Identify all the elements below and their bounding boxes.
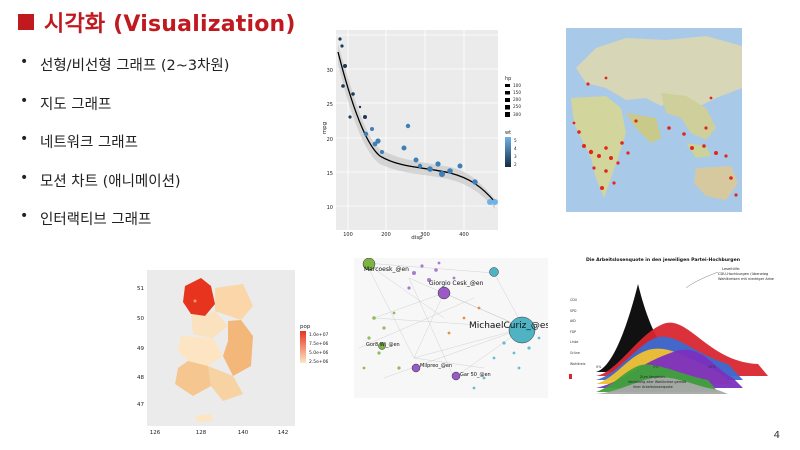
korea-legend-svg: pop 1.0e+07 7.5e+06 5.0e+06 2.5e+06 (300, 324, 329, 365)
ridgeline-x-tick: 5% (653, 365, 659, 369)
bullet-text: 모션 차트 (애니메이션) (40, 173, 181, 190)
network-node-label: Giorgio Cesk_@en (429, 280, 484, 287)
legend-hp-item: 250 (513, 104, 521, 109)
bullet-list: • 선형/비선형 그래프 (2~3차원) • 지도 그래프 • 네트워크 그래프 • 모… (20, 54, 229, 247)
korea-y-tick: 50 (137, 316, 144, 322)
korea-legend-item: 2.5e+06 (309, 359, 329, 365)
slide-title: 시각화 (Visualization) (44, 12, 296, 37)
scatter-x-tick: 400 (459, 232, 469, 238)
bullet-text: 선형/비선형 그래프 (2~3차원) (40, 58, 230, 74)
ridgeline-marker (569, 374, 572, 379)
korea-x-tick: 142 (278, 430, 289, 436)
page-number: 4 (773, 430, 780, 441)
ridgeline-row-label: SPD (570, 309, 577, 313)
korea-y-tick: 51 (137, 286, 144, 292)
ridgeline-annotation-line: Zum Vergleich: (640, 375, 666, 379)
korea-map-svg: 51 50 49 48 47 126 128 140 142 (133, 266, 295, 438)
scatter-y-label: mpg (322, 122, 328, 134)
scatter-x-tick: 200 (381, 232, 391, 238)
network-node-label: Milpreo_@en (420, 363, 452, 369)
ridgeline-row-label: AfD (570, 319, 576, 323)
legend-wt-item: 2 (514, 162, 517, 167)
bullet-dot-icon: • (20, 54, 29, 70)
scatter-plot-image: 10 15 20 25 30 100 200 300 400 disp mpg … (320, 24, 530, 240)
korea-x-tick: 128 (196, 430, 207, 436)
korea-y-tick: 47 (137, 402, 144, 408)
ridgeline-annotation-line: Leseihilfe: (722, 267, 740, 271)
bullet-dot-icon: • (20, 208, 29, 224)
network-node-label: MichaelCuriz_@es (469, 321, 548, 331)
korea-legend-item: 1.0e+07 (309, 332, 329, 338)
bullet-text: 네트워크 그래프 (40, 135, 138, 151)
ridgeline-row-label: Grüne (570, 351, 580, 355)
scatter-x-tick: 100 (343, 232, 353, 238)
bullet-dot-icon: • (20, 92, 29, 109)
korea-x-tick: 140 (238, 430, 249, 436)
legend-hp-item: 300 (513, 112, 521, 117)
korea-y-tick: 48 (137, 375, 144, 381)
ridgeline-chart-svg: Die Arbeitslosenquote in den jeweiligen … (568, 254, 776, 394)
ridgeline-annotation-line: ihrer Arbeitslosenquote (633, 385, 673, 389)
title-square-icon (18, 14, 34, 30)
ridgeline-chart-image: Die Arbeitslosenquote in den jeweiligen … (568, 254, 776, 394)
legend-wt-colorbar (505, 137, 511, 167)
legend-hp-title: hp (505, 76, 511, 82)
legend-hp-item: 100 (513, 83, 521, 88)
ridgeline-annotation-line: Verteilung aller Wahlkreise gemäß (628, 380, 686, 384)
bullet-item: • 모션 차트 (애니메이션) (20, 170, 229, 209)
ridgeline-x-tick: 10% (708, 365, 716, 369)
scatter-y-tick: 10 (327, 205, 333, 211)
scatter-x-tick: 300 (420, 232, 430, 238)
scatter-y-tick: 20 (327, 137, 333, 143)
scatter-y-tick: 30 (327, 68, 333, 74)
world-map-svg (566, 28, 742, 212)
bullet-item: • 인터랙티브 그래프 (20, 208, 229, 247)
legend-wt-title: wt (505, 130, 511, 136)
korea-legend-title: pop (300, 324, 311, 330)
slide-title-wrap: 시각화 (Visualization) (18, 6, 296, 38)
bullet-text: 인터랙티브 그래프 (40, 212, 152, 228)
bullet-dot-icon: • (20, 169, 29, 186)
ridgeline-annotation-line: CDU-Hochburgen (überwieg (718, 272, 768, 276)
korea-legend-colorbar (300, 331, 306, 363)
ridgeline-annotation-line: Wahlkreisen mit niedriger Arbe (718, 277, 775, 281)
scatter-x-label: disp (411, 235, 423, 240)
bullet-item: • 선형/비선형 그래프 (2~3차원) (20, 54, 229, 93)
ridgeline-title: Die Arbeitslosenquote in den jeweiligen … (586, 257, 740, 263)
network-node-label: Gar 50_@en (460, 372, 491, 378)
bullet-text: 지도 그래프 (40, 96, 112, 113)
korea-legend-item: 5.0e+06 (309, 350, 329, 356)
korea-map-image: 51 50 49 48 47 126 128 140 142 (133, 266, 295, 438)
scatter-y-tick: 25 (327, 102, 333, 108)
network-node-label: Marcoesk_@en (364, 266, 409, 273)
bullet-item: • 네트워크 그래프 (20, 131, 229, 170)
ridgeline-row-label: Wahlkreis (570, 362, 586, 366)
ridgeline-x-tick: 0% (596, 365, 602, 369)
scatter-y-tick: 15 (327, 171, 333, 177)
network-graph-image: MichaelCuriz_@es Marcoesk_@en Giorgio Ce… (354, 258, 548, 398)
network-node-label: Gor8 Wi_@en (366, 342, 400, 348)
legend-hp-item: 200 (513, 97, 521, 102)
bullet-dot-icon: • (20, 131, 29, 147)
world-map-image (566, 28, 742, 212)
legend-hp-item: 150 (513, 90, 521, 95)
korea-legend: pop 1.0e+07 7.5e+06 5.0e+06 2.5e+06 (298, 320, 338, 370)
ridgeline-row-label: CDU (570, 298, 578, 302)
legend-wt-item: 3 (514, 154, 517, 159)
bullet-item: • 지도 그래프 (20, 93, 229, 132)
ridgeline-row-label: FDP (570, 330, 576, 334)
korea-x-tick: 126 (150, 430, 161, 436)
ridgeline-row-label: Linke (570, 340, 578, 344)
korea-y-tick: 49 (137, 346, 144, 352)
legend-wt-item: 4 (514, 146, 517, 151)
legend-wt-item: 5 (514, 138, 517, 143)
korea-legend-item: 7.5e+06 (309, 341, 329, 347)
scatter-plot-svg: 10 15 20 25 30 100 200 300 400 disp mpg … (320, 24, 530, 240)
network-graph-svg: MichaelCuriz_@es Marcoesk_@en Giorgio Ce… (354, 258, 548, 398)
